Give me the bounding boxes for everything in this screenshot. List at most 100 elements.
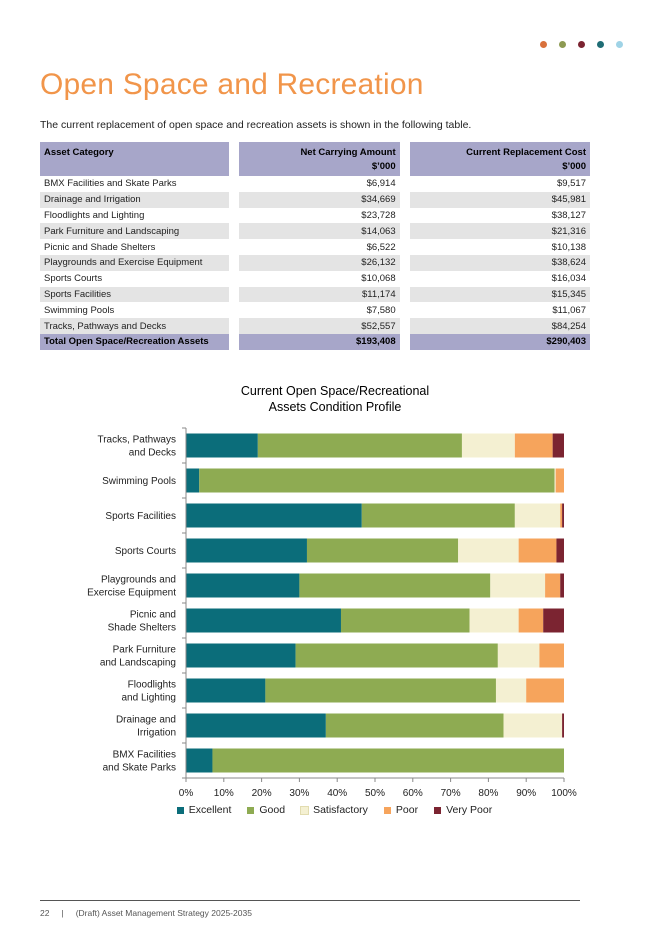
bar-segment-satisfactory: [461, 433, 515, 458]
legend-label: Poor: [395, 804, 419, 816]
chart-legend: Excellent Good Satisfactory Poor Very Poor: [0, 804, 669, 816]
replacement-cost-cell: $84,254: [409, 318, 590, 334]
footer-divider: [40, 900, 580, 901]
legend-item-poor: Poor: [383, 804, 419, 816]
x-tick-label: 20%: [252, 788, 272, 799]
bar-segment-poor: [518, 608, 544, 633]
replacement-cost-cell: $38,127: [551, 209, 586, 221]
net-carrying-amount-cell: $14,063: [239, 223, 400, 240]
replacement-cost-cell: $15,345: [409, 286, 590, 303]
category-label: Floodlights and Lighting: [122, 680, 177, 704]
table-units-row: $’000 $’000: [40, 159, 590, 176]
legend-item-good: Good: [247, 804, 285, 816]
bar-segment-excellent: [186, 468, 200, 493]
table-row: Picnic and Shade Shelters $6,522 $10,138: [40, 239, 590, 255]
net-carrying-amount-cell: $52,557: [239, 318, 400, 334]
net-carrying-amount-cell: $6,914: [366, 178, 396, 190]
table-row: Floodlights and Lighting $23,728 $38,127: [40, 207, 590, 224]
legend-label: Satisfactory: [313, 804, 368, 816]
replacement-cost-cell: $21,316: [409, 223, 590, 240]
bar-segment-good: [340, 608, 470, 633]
header-dot-4: [597, 41, 604, 48]
bar-segment-excellent: [186, 433, 258, 458]
bar-segment-good: [257, 433, 462, 458]
replacement-cost-cell: $290,403: [409, 333, 590, 350]
bar-segment-poor: [539, 643, 564, 668]
bar-segment-good: [306, 538, 459, 563]
footer: 22 | (Draft) Asset Management Strategy 2…: [40, 908, 252, 918]
bar-segment-excellent: [186, 573, 300, 598]
asset-category-cell: BMX Facilities and Skate Parks: [44, 178, 177, 190]
asset-category-cell: Sports Facilities: [40, 286, 230, 303]
chart-title-line-2: Assets Condition Profile: [268, 400, 402, 414]
bar-segment-poor: [545, 573, 561, 598]
legend-swatch: [300, 805, 310, 815]
bar-segment-satisfactory: [554, 468, 556, 493]
document-title: (Draft) Asset Management Strategy 2025-2…: [75, 908, 252, 918]
bar-segment-excellent: [186, 713, 326, 738]
header-dot-5: [616, 41, 623, 48]
legend-item-satisfactory: Satisfactory: [300, 804, 368, 816]
table-header-row: Asset Category Net Carrying Amount Curre…: [40, 142, 590, 159]
bar-segment-very-poor: [562, 503, 564, 528]
net-carrying-amount-cell: $10,068: [361, 273, 396, 285]
bar-segment-satisfactory: [490, 573, 546, 598]
category-label: Picnic and Shade Shelters: [108, 610, 176, 634]
condition-profile-chart: Current Open Space/Recreational Assets C…: [0, 380, 669, 820]
net-carrying-amount-cell: $193,408: [239, 333, 400, 350]
net-carrying-amount-cell: $34,669: [239, 191, 400, 208]
category-label: Drainage and Irrigation: [116, 715, 176, 739]
net-carrying-amount-cell: $7,580: [366, 304, 396, 316]
bar-segment-satisfactory: [495, 678, 527, 703]
table-row: Sports Courts $10,068 $16,034: [40, 270, 590, 287]
asset-category-cell: Park Furniture and Landscaping: [40, 223, 230, 240]
table-row: Tracks, Pathways and Decks $52,557 $84,254: [40, 318, 590, 334]
header-dot-1: [540, 41, 547, 48]
header-dots: [540, 41, 623, 48]
table-row: Playgrounds and Exercise Equipment $26,13…: [40, 254, 590, 271]
asset-category-cell: Playgrounds and Exercise Equipment: [40, 254, 230, 271]
asset-category-cell: Drainage and Irrigation: [40, 191, 230, 208]
header-dot-2: [559, 41, 566, 48]
header-dot-3: [578, 41, 585, 48]
units-asset-category: [40, 159, 230, 176]
net-carrying-amount-cell: $11,174: [239, 286, 400, 303]
net-carrying-amount-cell: $26,132: [239, 254, 400, 271]
bar-segment-very-poor: [552, 433, 564, 458]
replacement-cost-cell: $10,138: [551, 241, 586, 253]
bar-segment-very-poor: [543, 608, 564, 633]
bar-segment-good: [361, 503, 515, 528]
x-tick-label: 0%: [179, 788, 194, 799]
bar-segment-very-poor: [560, 573, 564, 598]
chart-title-line-1: Current Open Space/Recreational: [240, 384, 430, 398]
legend-swatch: [383, 806, 391, 814]
table-row: Drainage and Irrigation $34,669 $45,981: [40, 191, 590, 208]
asset-category-cell: Floodlights and Lighting: [44, 209, 145, 221]
bar-segment-satisfactory: [497, 643, 540, 668]
category-label: Tracks, Pathways and Decks: [97, 435, 176, 459]
legend-swatch: [176, 806, 184, 814]
legend-item-excellent: Excellent: [176, 804, 231, 816]
replacement-cost-cell: $16,034: [551, 273, 586, 285]
replacement-cost-cell: $45,981: [409, 191, 590, 208]
replacement-cost-cell: $38,624: [409, 254, 590, 271]
asset-category-cell: Sports Courts: [44, 273, 103, 285]
bar-segment-poor: [514, 433, 553, 458]
bar-segment-good: [299, 573, 491, 598]
bar-segment-poor: [560, 503, 563, 528]
category-label: Playgrounds and Exercise Equipment: [87, 575, 176, 599]
bar-segment-excellent: [186, 748, 213, 773]
replacement-cost-cell: $11,067: [552, 304, 586, 316]
bar-segment-poor: [518, 538, 557, 563]
units-net-carrying-amount: $’000: [239, 159, 400, 176]
category-label: Sports Facilities: [105, 511, 176, 522]
table-row: Swimming Pools $7,580 $11,067: [40, 302, 590, 319]
intro-paragraph: The current replacement of open space an…: [40, 119, 472, 131]
asset-category-cell: Picnic and Shade Shelters: [44, 241, 156, 253]
page-title: Open Space and Recreation: [40, 68, 424, 101]
category-label: BMX Facilities and Skate Parks: [103, 750, 176, 774]
x-tick-label: 10%: [214, 788, 234, 799]
x-tick-label: 70%: [441, 788, 461, 799]
bar-segment-good: [199, 468, 555, 493]
bar-segment-satisfactory: [503, 713, 563, 738]
